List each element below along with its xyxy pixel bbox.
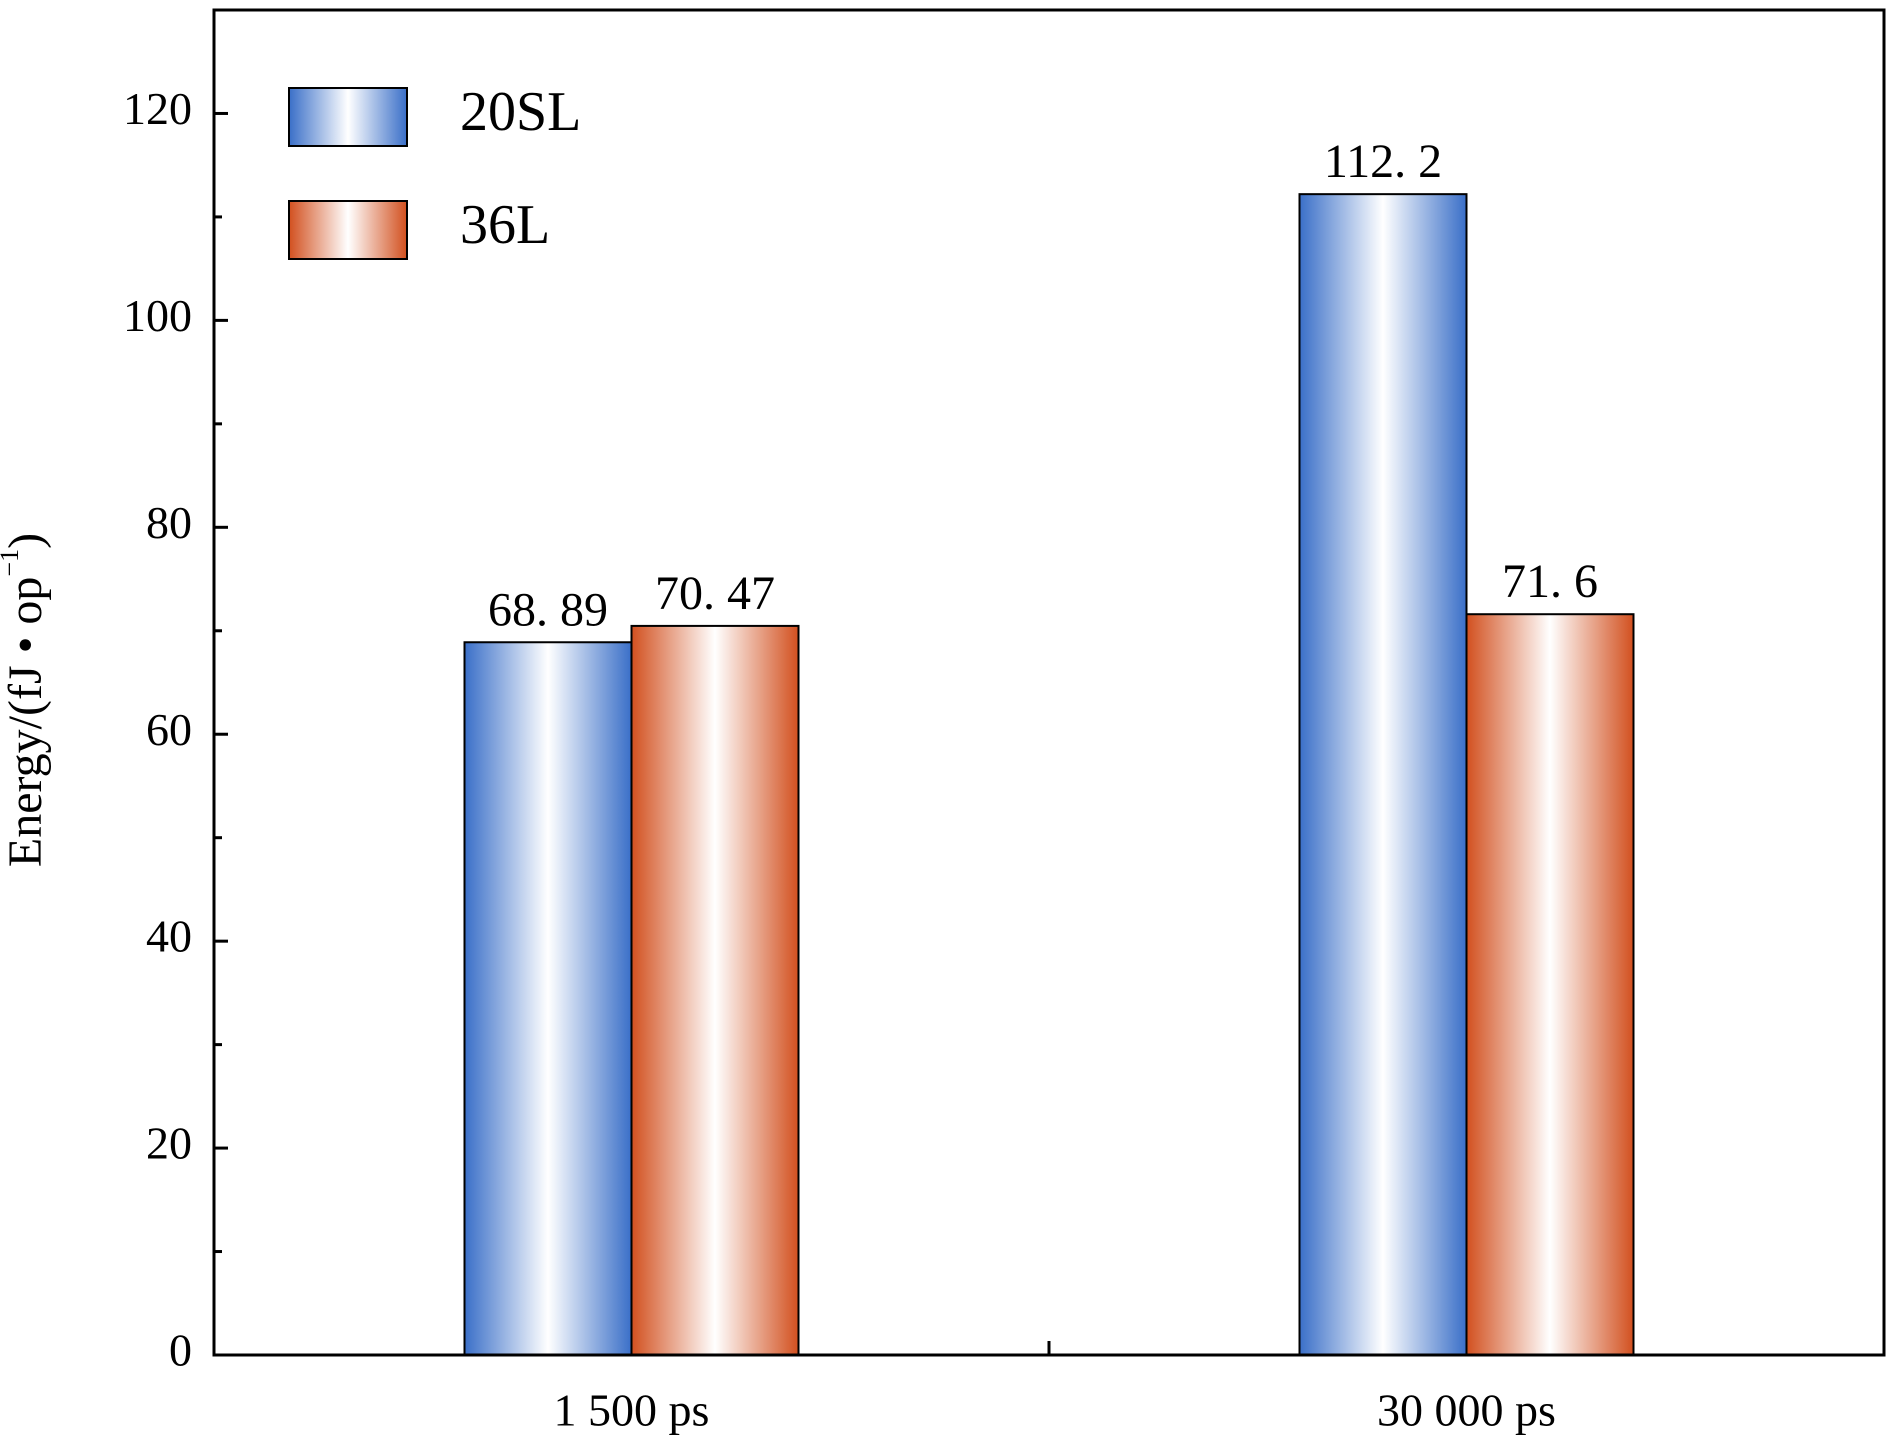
y-label-main: Energy/(fJ • op [0, 577, 52, 868]
y-label-sup: −1 [0, 549, 24, 577]
bar [1465, 613, 1635, 1356]
value-label: 112. 2 [1324, 135, 1442, 188]
y-tick-label: 40 [146, 911, 192, 962]
value-label: 71. 6 [1502, 555, 1598, 608]
plot-frame [212, 8, 1886, 1357]
y-tick-label: 80 [146, 497, 192, 548]
bar [463, 641, 633, 1356]
legend-label: 20SL [460, 81, 581, 143]
y-tick-label: 60 [146, 704, 192, 755]
bar [630, 624, 800, 1356]
x-tick-label: 1 500 ps [554, 1385, 710, 1436]
y-tick-label: 120 [123, 83, 192, 134]
y-axis-label: Energy/(fJ • op−1) [0, 533, 52, 867]
y-tick-label: 20 [146, 1118, 192, 1169]
y-tick-label: 0 [169, 1325, 192, 1376]
legend-swatch [288, 200, 408, 260]
value-label: 70. 47 [655, 567, 775, 620]
legend-swatch [288, 87, 408, 147]
y-label-end: ) [0, 533, 52, 549]
y-tick-label: 100 [123, 290, 192, 341]
legend-label: 36L [460, 194, 550, 256]
x-tick-label: 30 000 ps [1377, 1385, 1556, 1436]
value-label: 68. 89 [488, 583, 608, 636]
bar [1298, 193, 1468, 1357]
